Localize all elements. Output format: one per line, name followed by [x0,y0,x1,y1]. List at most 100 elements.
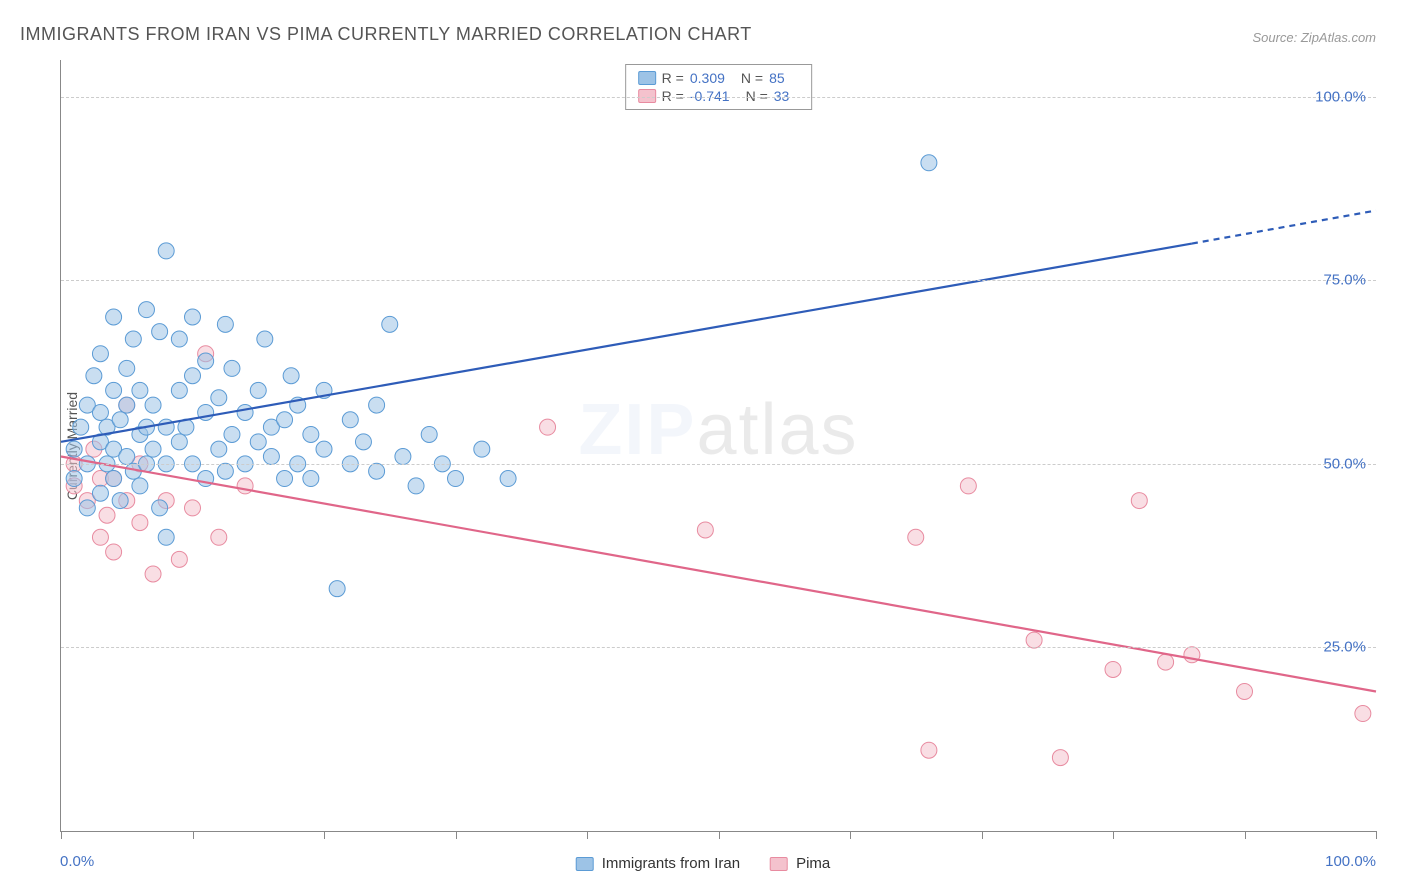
x-tick [193,831,194,839]
scatter-point [303,471,319,487]
scatter-point [408,478,424,494]
scatter-point [132,382,148,398]
legend-item-b: Pima [770,855,830,872]
grid-line [61,97,1376,98]
x-tick-label: 100.0% [1325,853,1376,870]
chart-title: IMMIGRANTS FROM IRAN VS PIMA CURRENTLY M… [20,24,752,45]
series-a-n-value: 85 [769,70,785,86]
x-tick [850,831,851,839]
scatter-point [908,529,924,545]
y-tick-label: 75.0% [1323,272,1366,289]
scatter-point [158,529,174,545]
x-tick [61,831,62,839]
scatter-point [211,441,227,457]
scatter-point [106,544,122,560]
trend-line-b [61,457,1376,692]
scatter-point [250,434,266,450]
scatter-point [145,441,161,457]
scatter-point [152,500,168,516]
grid-line [61,464,1376,465]
scatter-point [224,360,240,376]
scatter-point [1158,654,1174,670]
scatter-point [86,368,102,384]
scatter-point [421,426,437,442]
scatter-point [1355,706,1371,722]
legend-bottom: Immigrants from Iran Pima [576,855,831,872]
x-tick [719,831,720,839]
scatter-point [540,419,556,435]
x-tick-label: 0.0% [60,853,94,870]
scatter-point [448,471,464,487]
scatter-point [1105,661,1121,677]
scatter-point [171,331,187,347]
scatter-point [217,463,233,479]
scatter-point [66,471,82,487]
scatter-point [329,581,345,597]
scatter-point [66,441,82,457]
scatter-point [250,382,266,398]
scatter-point [99,507,115,523]
x-tick [1113,831,1114,839]
legend-stats-row-a: R = 0.309 N = 85 [638,69,800,87]
scatter-overlay [61,60,1376,831]
scatter-point [697,522,713,538]
scatter-point [211,529,227,545]
scatter-point [921,742,937,758]
scatter-point [145,566,161,582]
scatter-point [198,353,214,369]
n-label: N = [741,70,763,86]
scatter-point [277,412,293,428]
series-a-swatch-icon [638,71,656,85]
series-a-swatch-icon [576,857,594,871]
scatter-point [73,419,89,435]
scatter-point [303,426,319,442]
scatter-point [171,382,187,398]
x-tick [1245,831,1246,839]
scatter-point [382,316,398,332]
legend-stats-box: R = 0.309 N = 85 R = -0.741 N = 33 [625,64,813,110]
scatter-point [921,155,937,171]
scatter-point [106,382,122,398]
scatter-point [474,441,490,457]
legend-item-a: Immigrants from Iran [576,855,740,872]
y-tick-label: 25.0% [1323,639,1366,656]
scatter-point [217,316,233,332]
scatter-point [79,500,95,516]
scatter-point [263,449,279,465]
scatter-point [211,390,227,406]
scatter-point [277,471,293,487]
plot-area: ZIPatlas R = 0.309 N = 85 R = -0.741 N =… [60,60,1376,832]
scatter-point [119,449,135,465]
scatter-point [500,471,516,487]
trend-line-a-dashed [1192,211,1376,244]
scatter-point [171,434,187,450]
scatter-point [1237,683,1253,699]
x-tick [1376,831,1377,839]
scatter-point [185,368,201,384]
y-tick-label: 100.0% [1315,88,1366,105]
scatter-point [132,478,148,494]
x-tick [456,831,457,839]
scatter-point [257,331,273,347]
scatter-point [106,471,122,487]
scatter-point [1052,750,1068,766]
scatter-point [106,309,122,325]
scatter-point [224,426,240,442]
scatter-point [92,529,108,545]
scatter-point [132,515,148,531]
x-tick [982,831,983,839]
scatter-point [1026,632,1042,648]
scatter-point [138,302,154,318]
series-a-name: Immigrants from Iran [602,855,740,872]
trend-line-a [61,244,1192,442]
scatter-point [158,243,174,259]
scatter-point [119,360,135,376]
grid-line [61,280,1376,281]
scatter-point [125,331,141,347]
scatter-point [342,412,358,428]
scatter-point [395,449,411,465]
scatter-point [112,412,128,428]
scatter-point [185,309,201,325]
y-tick-label: 50.0% [1323,455,1366,472]
scatter-point [283,368,299,384]
